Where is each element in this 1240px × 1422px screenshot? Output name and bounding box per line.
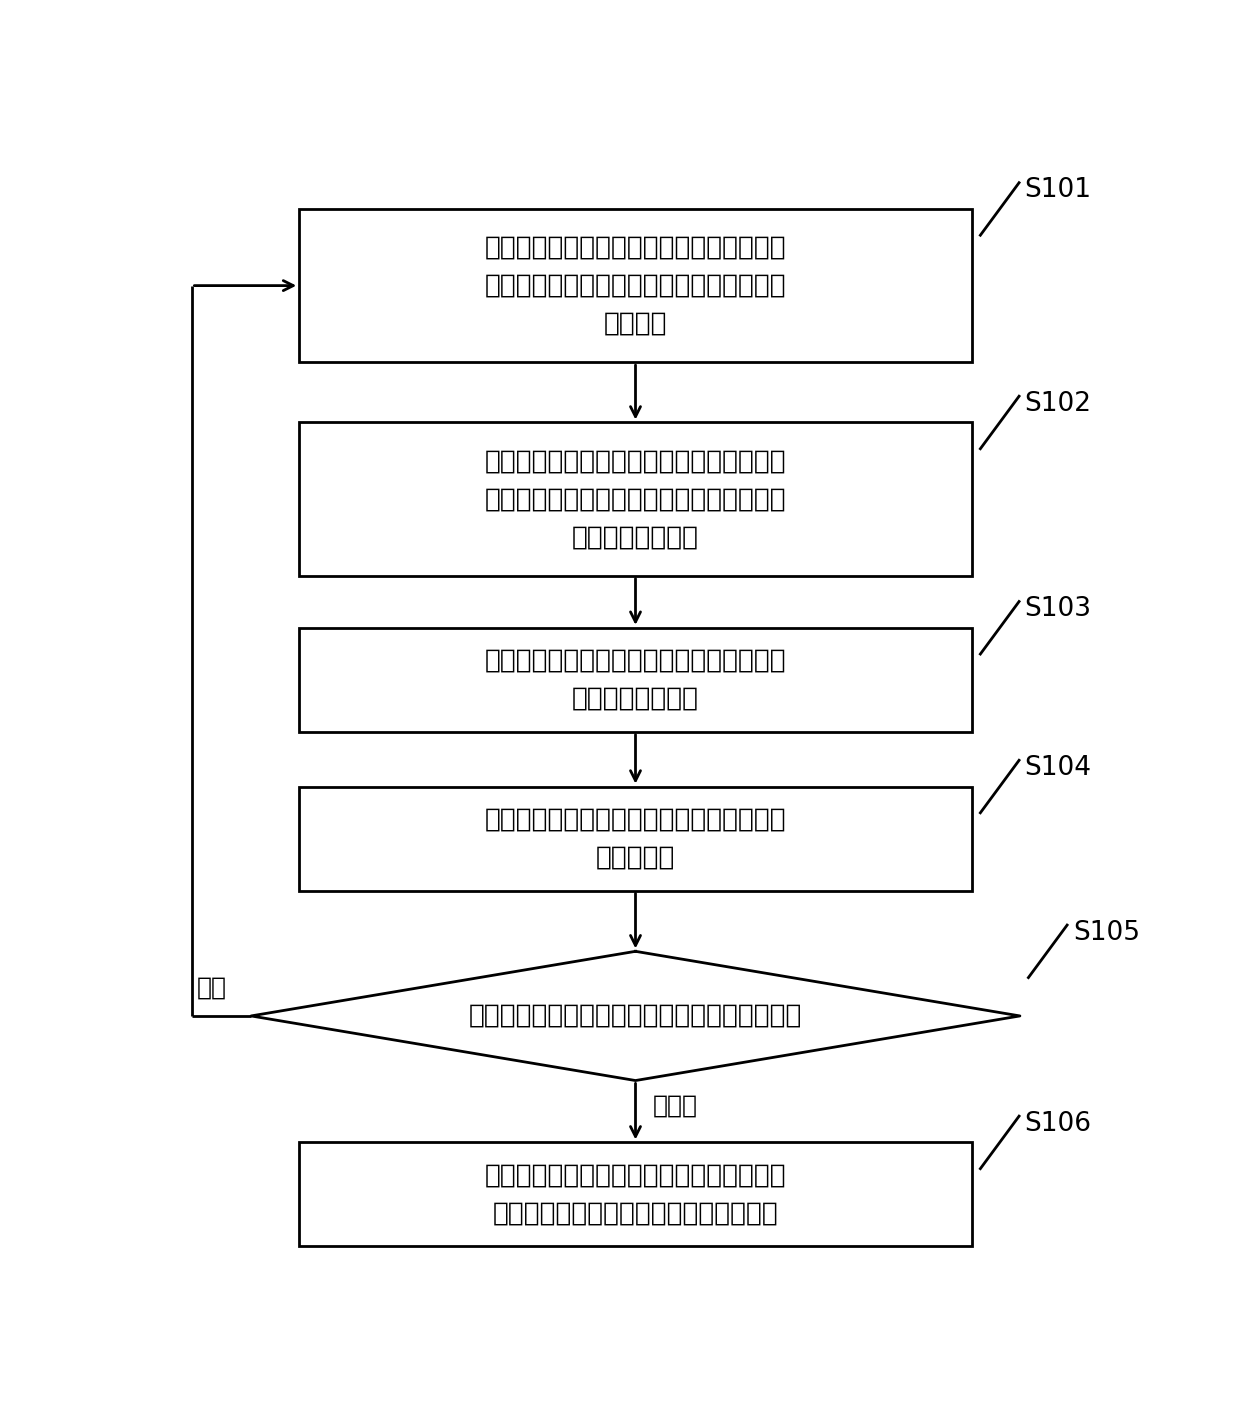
Text: S106: S106	[1024, 1111, 1091, 1138]
FancyBboxPatch shape	[299, 1142, 972, 1247]
Text: S104: S104	[1024, 755, 1091, 781]
Text: S103: S103	[1024, 596, 1091, 623]
Text: 判断所述功率差值是否符合预设的插入损耗要求: 判断所述功率差值是否符合预设的插入损耗要求	[469, 1003, 802, 1030]
Text: 不符合: 不符合	[652, 1094, 698, 1118]
Text: 响应启动检测操作指令时，按照预设检测顺
序依次从若干所述从检测设备中选出当前从
检测设备: 响应启动检测操作指令时，按照预设检测顺 序依次从若干所述从检测设备中选出当前从 …	[485, 235, 786, 337]
Text: S105: S105	[1073, 920, 1140, 946]
FancyBboxPatch shape	[299, 627, 972, 732]
Text: S101: S101	[1024, 178, 1091, 203]
Polygon shape	[250, 951, 1019, 1081]
FancyBboxPatch shape	[299, 422, 972, 576]
Text: 计算所述实际信号功率和所述原始信号功率
的功率差值: 计算所述实际信号功率和所述原始信号功率 的功率差值	[485, 806, 786, 870]
Text: 符合: 符合	[196, 975, 227, 1000]
Text: 对于每次选取的所述当前从检测设备，获取
所述当前从检测设备所检测到的所述射频信
号的实际信号功率: 对于每次选取的所述当前从检测设备，获取 所述当前从检测设备所检测到的所述射频信 …	[485, 448, 786, 550]
FancyBboxPatch shape	[299, 209, 972, 363]
FancyBboxPatch shape	[299, 786, 972, 890]
Text: S102: S102	[1024, 391, 1091, 417]
Text: 判定所述当前从检测设备和所述主检测设备
之间的漏缆线路存在问题并结束检测操作: 判定所述当前从检测设备和所述主检测设备 之间的漏缆线路存在问题并结束检测操作	[485, 1162, 786, 1226]
Text: 获取所述主检测设备所检测到的所述射频信
号的原始信号功率: 获取所述主检测设备所检测到的所述射频信 号的原始信号功率	[485, 648, 786, 712]
